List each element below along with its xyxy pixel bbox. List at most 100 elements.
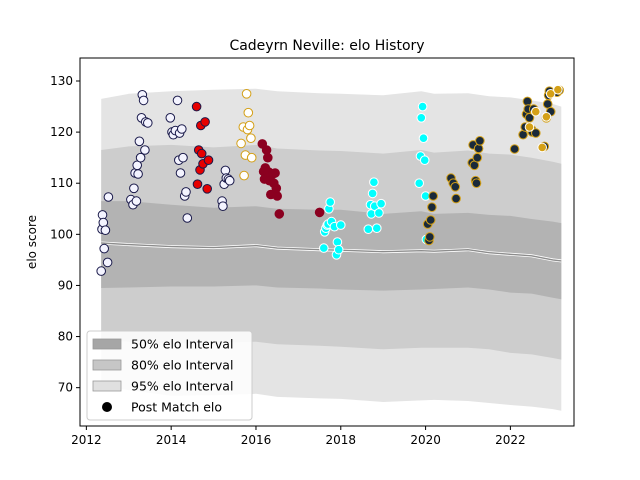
data-point <box>369 177 379 187</box>
data-point <box>165 113 176 123</box>
data-point <box>239 170 249 181</box>
x-tick-label: 2018 <box>326 433 357 447</box>
data-point <box>200 117 210 127</box>
data-point <box>450 182 461 192</box>
y-tick-label: 80 <box>58 330 73 344</box>
data-point <box>414 178 425 188</box>
plot-area <box>79 57 575 427</box>
data-point <box>140 145 150 155</box>
data-point <box>135 152 146 163</box>
x-tick-label: 2020 <box>410 433 441 447</box>
x-tick-label: 2012 <box>71 433 102 447</box>
data-point <box>96 266 106 276</box>
data-point <box>274 209 285 219</box>
data-point <box>175 168 186 178</box>
data-point <box>417 101 428 112</box>
data-point <box>531 128 541 138</box>
legend-entry-label: 95% elo Interval <box>131 379 233 394</box>
data-point <box>314 207 325 218</box>
data-point <box>428 191 439 201</box>
data-point <box>191 101 202 112</box>
data-point <box>367 188 378 199</box>
data-point <box>419 155 430 165</box>
data-point <box>425 215 436 225</box>
post-match-points <box>96 84 565 276</box>
data-point <box>261 145 272 155</box>
y-tick-label: 70 <box>58 381 73 395</box>
data-point <box>202 184 212 194</box>
data-point <box>263 152 273 163</box>
data-point <box>143 118 153 128</box>
data-point <box>138 95 149 106</box>
data-point <box>427 202 437 212</box>
data-point <box>325 197 336 207</box>
data-point <box>244 120 255 131</box>
legend-marker-icon <box>102 402 112 412</box>
data-point <box>376 198 386 209</box>
data-point <box>178 152 188 163</box>
data-point <box>475 136 485 146</box>
mean-line-core <box>101 242 562 262</box>
legend-entry-label: Post Match elo <box>131 400 222 415</box>
x-tick-label: 2014 <box>156 433 187 447</box>
data-point <box>133 169 143 179</box>
data-point <box>134 136 145 147</box>
legend-entry-label: 80% elo Interval <box>131 358 233 373</box>
legend[interactable]: 50% elo Interval 80% elo Interval 95% elo … <box>86 330 253 421</box>
data-point <box>471 178 482 188</box>
legend-box <box>86 330 253 421</box>
data-point <box>333 244 344 255</box>
data-point <box>196 148 207 159</box>
data-point <box>192 179 203 189</box>
y-axis-ticks: 70 80 90 100 110 120 130 <box>50 74 80 395</box>
y-tick-label: 130 <box>50 74 73 88</box>
data-point <box>218 201 228 211</box>
data-point <box>451 193 461 204</box>
data-point <box>524 122 535 132</box>
data-point <box>473 143 484 154</box>
data-point <box>272 191 283 201</box>
y-tick-label: 110 <box>50 176 73 190</box>
data-point <box>524 113 535 123</box>
data-point <box>541 112 552 122</box>
y-tick-label: 90 <box>58 278 73 292</box>
data-point <box>363 224 374 234</box>
legend-swatch-icon <box>92 338 122 350</box>
data-point <box>177 124 187 134</box>
data-point <box>537 142 548 153</box>
plot-frame <box>79 57 575 427</box>
data-point <box>332 237 343 247</box>
data-point <box>129 183 139 194</box>
data-point <box>374 208 384 218</box>
data-point <box>418 133 429 143</box>
data-point <box>224 175 235 186</box>
x-tick-label: 2016 <box>241 433 272 447</box>
mean-line <box>101 241 562 263</box>
legend-entry-label: 50% elo Interval <box>131 337 233 352</box>
data-point <box>509 144 520 154</box>
data-point <box>181 187 191 197</box>
x-tick-label: 2022 <box>495 433 526 447</box>
data-point <box>319 243 329 253</box>
y-axis-label: elo score <box>25 215 39 269</box>
data-point <box>131 196 142 206</box>
data-point <box>99 243 109 254</box>
data-point <box>203 155 214 165</box>
x-axis-ticks: 2012 2014 2016 2018 2020 2022 <box>71 426 526 447</box>
legend-swatch-icon <box>92 359 122 371</box>
chart-title: Cadeyrn Neville: elo History <box>229 38 424 54</box>
data-point <box>270 168 280 178</box>
data-point <box>103 192 114 202</box>
data-point <box>241 89 252 99</box>
data-point <box>531 106 541 117</box>
data-point <box>553 84 563 95</box>
data-point <box>416 113 427 123</box>
data-point <box>182 213 193 223</box>
data-point <box>545 89 556 99</box>
data-point <box>472 152 483 163</box>
data-point <box>236 138 246 149</box>
data-point <box>246 152 257 163</box>
data-point <box>100 225 111 235</box>
data-point <box>372 223 382 233</box>
